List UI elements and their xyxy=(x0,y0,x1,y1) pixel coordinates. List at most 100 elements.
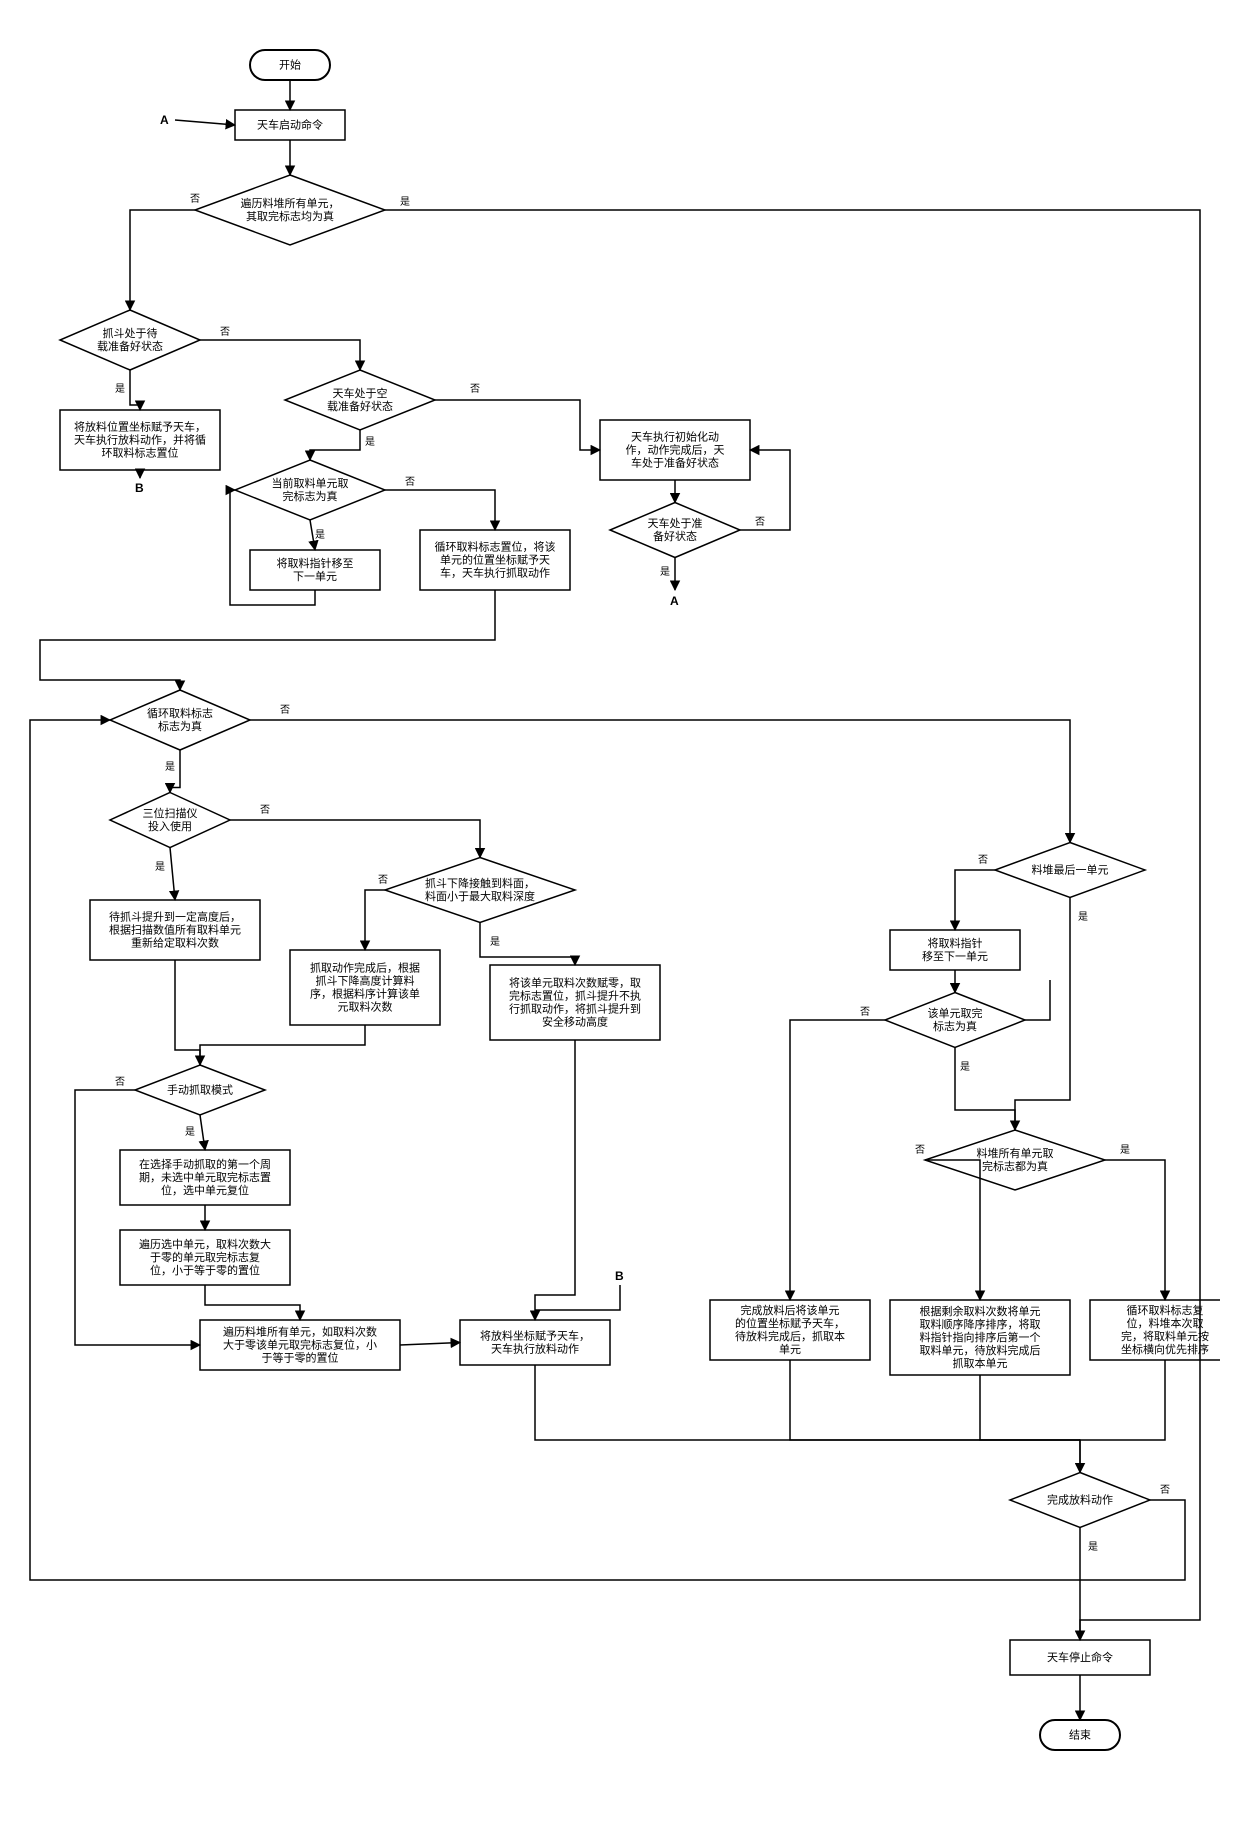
svg-text:B: B xyxy=(615,1269,624,1283)
svg-text:天车执行放料动作: 天车执行放料动作 xyxy=(491,1341,579,1355)
svg-text:否: 否 xyxy=(1160,1484,1170,1496)
svg-text:否: 否 xyxy=(220,326,230,338)
svg-text:坐标横向优先排序: 坐标横向优先排序 xyxy=(1121,1342,1209,1356)
svg-text:天车处于空: 天车处于空 xyxy=(333,386,388,400)
svg-text:标志为真: 标志为真 xyxy=(933,1019,977,1033)
svg-text:抓取动作完成后，根据: 抓取动作完成后，根据 xyxy=(310,960,420,974)
svg-text:是: 是 xyxy=(315,529,325,541)
svg-text:结束: 结束 xyxy=(1069,1728,1091,1741)
svg-text:期，未选中单元取完标志置: 期，未选中单元取完标志置 xyxy=(139,1170,271,1184)
svg-text:天车启动命令: 天车启动命令 xyxy=(257,117,323,131)
svg-text:在选择手动抓取的第一个周: 在选择手动抓取的第一个周 xyxy=(139,1157,271,1171)
svg-text:循环取料标志: 循环取料标志 xyxy=(147,706,213,720)
svg-text:是: 是 xyxy=(1078,911,1088,923)
svg-text:循环取料标志置位，将该: 循环取料标志置位，将该 xyxy=(435,539,556,553)
svg-text:将放料坐标赋予天车，: 将放料坐标赋予天车， xyxy=(480,1328,590,1342)
svg-text:位，小于等于零的置位: 位，小于等于零的置位 xyxy=(150,1263,260,1277)
svg-text:料指针指向排序后第一个: 料指针指向排序后第一个 xyxy=(920,1330,1041,1344)
svg-text:待抓斗提升到一定高度后，: 待抓斗提升到一定高度后， xyxy=(109,909,241,923)
svg-text:抓斗处于待: 抓斗处于待 xyxy=(103,326,158,340)
svg-text:完标志为真: 完标志为真 xyxy=(283,489,338,503)
svg-text:完，将取料单元按: 完，将取料单元按 xyxy=(1121,1329,1209,1343)
svg-text:车处于准备好状态: 车处于准备好状态 xyxy=(631,455,719,469)
svg-text:否: 否 xyxy=(280,704,290,716)
svg-text:下一单元: 下一单元 xyxy=(293,570,337,583)
svg-text:是: 是 xyxy=(365,436,375,448)
svg-text:开始: 开始 xyxy=(279,57,301,71)
svg-text:完标志置位，抓斗提升不执: 完标志置位，抓斗提升不执 xyxy=(509,988,641,1002)
svg-text:否: 否 xyxy=(260,804,270,816)
svg-text:备好状态: 备好状态 xyxy=(653,529,697,543)
svg-text:天车执行初始化动: 天车执行初始化动 xyxy=(631,429,719,443)
svg-text:手动抓取模式: 手动抓取模式 xyxy=(167,1082,233,1096)
svg-text:是: 是 xyxy=(660,566,670,578)
svg-text:抓取本单元: 抓取本单元 xyxy=(953,1356,1008,1370)
svg-text:位，料堆本次取: 位，料堆本次取 xyxy=(1127,1316,1204,1330)
svg-text:料堆最后一单元: 料堆最后一单元 xyxy=(1032,862,1109,876)
svg-text:载准备好状态: 载准备好状态 xyxy=(97,339,163,353)
svg-text:单元的位置坐标赋予天: 单元的位置坐标赋予天 xyxy=(440,552,550,566)
svg-text:遍历选中单元，取料次数大: 遍历选中单元，取料次数大 xyxy=(139,1237,271,1251)
svg-text:作，动作完成后，天: 作，动作完成后，天 xyxy=(626,442,725,456)
svg-text:完成放料后将该单元: 完成放料后将该单元 xyxy=(741,1303,840,1317)
svg-text:否: 否 xyxy=(978,854,988,866)
flowchart-svg: 开始天车启动命令遍历料堆所有单元，其取完标志均为真抓斗处于待载准备好状态将放料位… xyxy=(20,20,1220,1800)
svg-text:否: 否 xyxy=(115,1076,125,1088)
svg-text:否: 否 xyxy=(755,516,765,528)
svg-text:A: A xyxy=(670,594,679,608)
svg-text:环取料标志置位: 环取料标志置位 xyxy=(102,445,179,459)
svg-text:根据扫描数值所有取料单元: 根据扫描数值所有取料单元 xyxy=(109,922,241,936)
svg-text:是: 是 xyxy=(1120,1144,1130,1156)
svg-text:是: 是 xyxy=(185,1126,195,1138)
svg-text:将放料位置坐标赋予天车，: 将放料位置坐标赋予天车， xyxy=(74,419,206,433)
svg-text:车，天车执行抓取动作: 车，天车执行抓取动作 xyxy=(440,565,550,579)
svg-text:天车停止命令: 天车停止命令 xyxy=(1047,1650,1113,1664)
svg-text:投入使用: 投入使用 xyxy=(148,819,192,833)
svg-text:待放料完成后，抓取本: 待放料完成后，抓取本 xyxy=(735,1329,845,1343)
svg-text:移至下一单元: 移至下一单元 xyxy=(922,950,988,963)
svg-text:否: 否 xyxy=(378,874,388,886)
svg-text:是: 是 xyxy=(490,936,500,948)
svg-text:该单元取完: 该单元取完 xyxy=(928,1006,983,1020)
svg-text:料堆所有单元取: 料堆所有单元取 xyxy=(977,1146,1054,1160)
svg-text:将取料指针移至: 将取料指针移至 xyxy=(277,556,354,570)
svg-text:单元: 单元 xyxy=(779,1343,801,1356)
svg-text:标志为真: 标志为真 xyxy=(158,719,202,733)
svg-text:是: 是 xyxy=(960,1061,970,1073)
svg-text:行抓取动作，将抓斗提升到: 行抓取动作，将抓斗提升到 xyxy=(509,1001,641,1015)
svg-text:三位扫描仪: 三位扫描仪 xyxy=(143,806,198,820)
svg-text:根据剩余取料次数将单元: 根据剩余取料次数将单元 xyxy=(920,1304,1041,1318)
svg-text:取料单元，待放料完成后: 取料单元，待放料完成后 xyxy=(920,1343,1041,1357)
svg-text:抓斗下降接触到料面，: 抓斗下降接触到料面， xyxy=(425,876,535,890)
svg-text:取料顺序降序排序，将取: 取料顺序降序排序，将取 xyxy=(920,1317,1041,1331)
svg-text:大于零该单元取完标志复位，小: 大于零该单元取完标志复位，小 xyxy=(223,1337,377,1351)
svg-text:A: A xyxy=(160,113,169,127)
svg-text:否: 否 xyxy=(405,476,415,488)
svg-text:天车处于准: 天车处于准 xyxy=(648,516,703,530)
svg-text:重新给定取料次数: 重新给定取料次数 xyxy=(131,935,219,949)
svg-text:将取料指针: 将取料指针 xyxy=(928,936,983,950)
svg-text:遍历料堆所有单元，如取料次数: 遍历料堆所有单元，如取料次数 xyxy=(223,1324,377,1338)
svg-text:于等于零的置位: 于等于零的置位 xyxy=(262,1350,339,1364)
svg-text:完成放料动作: 完成放料动作 xyxy=(1047,1492,1113,1506)
svg-text:是: 是 xyxy=(400,196,410,208)
svg-text:是: 是 xyxy=(155,861,165,873)
svg-text:否: 否 xyxy=(190,193,200,205)
svg-text:的位置坐标赋予天车，: 的位置坐标赋予天车， xyxy=(735,1316,845,1330)
svg-text:序，根据料序计算该单: 序，根据料序计算该单 xyxy=(310,986,420,1000)
svg-text:安全移动高度: 安全移动高度 xyxy=(542,1014,608,1028)
svg-text:是: 是 xyxy=(115,383,125,395)
svg-text:元取料次数: 元取料次数 xyxy=(338,999,393,1013)
svg-text:抓斗下降高度计算料: 抓斗下降高度计算料 xyxy=(316,973,415,987)
svg-text:天车执行放料动作，并将循: 天车执行放料动作，并将循 xyxy=(74,432,206,446)
svg-text:位，选中单元复位: 位，选中单元复位 xyxy=(161,1183,249,1197)
svg-text:否: 否 xyxy=(860,1006,870,1018)
svg-text:是: 是 xyxy=(165,761,175,773)
svg-text:其取完标志均为真: 其取完标志均为真 xyxy=(246,209,334,223)
svg-text:于零的单元取完标志复: 于零的单元取完标志复 xyxy=(150,1250,260,1264)
svg-text:否: 否 xyxy=(470,383,480,395)
svg-text:将该单元取料次数赋零，取: 将该单元取料次数赋零，取 xyxy=(509,975,641,989)
svg-text:循环取料标志复: 循环取料标志复 xyxy=(1127,1303,1204,1317)
svg-text:B: B xyxy=(135,481,144,495)
svg-text:载准备好状态: 载准备好状态 xyxy=(327,399,393,413)
